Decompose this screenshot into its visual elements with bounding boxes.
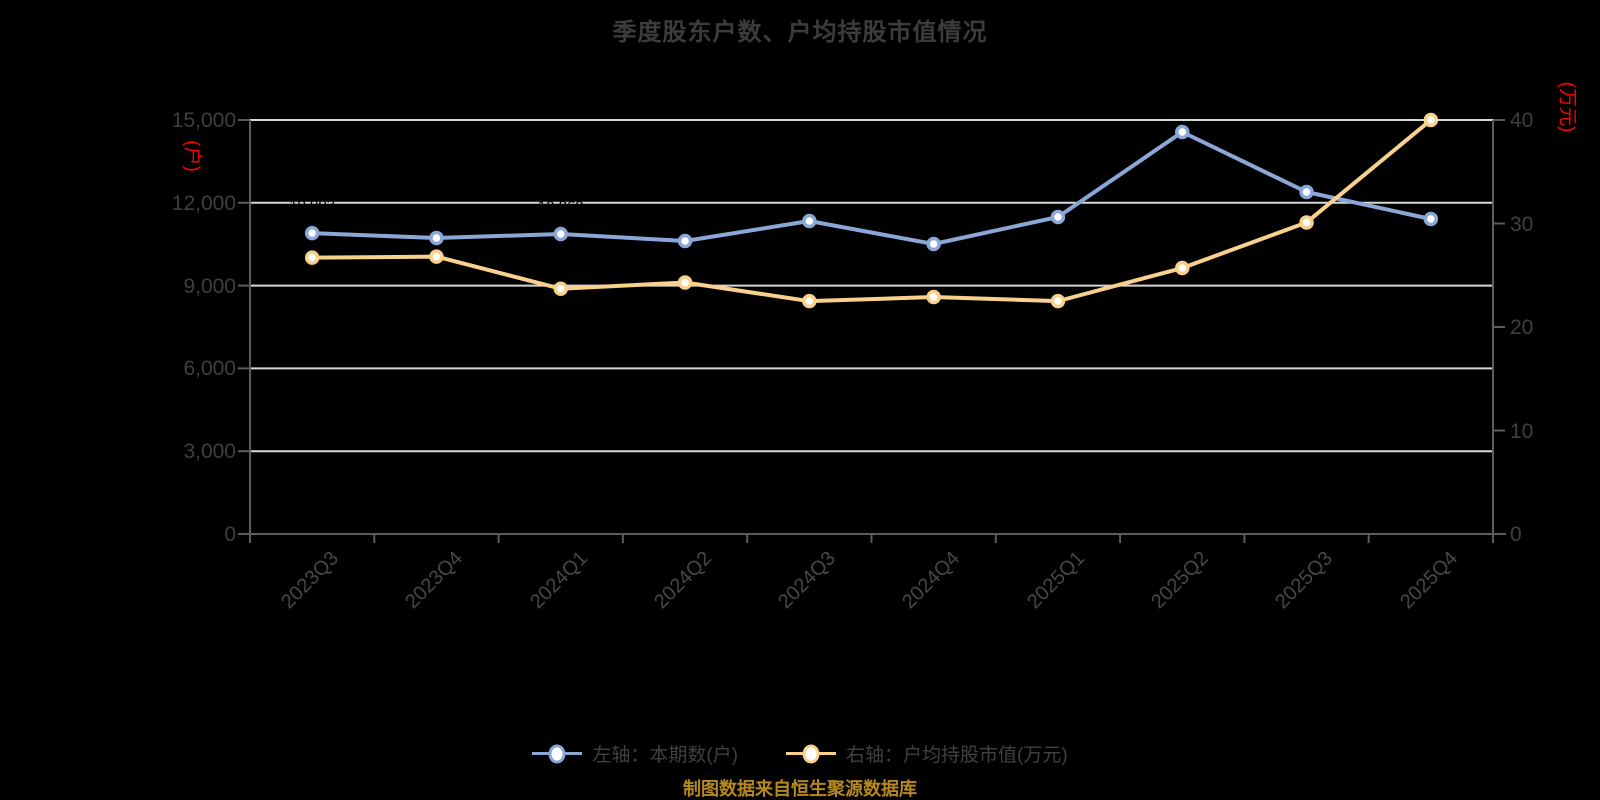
y2-axis-tick-label: 30 (1510, 212, 1534, 236)
legend-label-avg-holding-value: 右轴：户均持股市值(万元) (846, 745, 1068, 766)
data-point[interactable] (1175, 124, 1190, 140)
y2-axis-tick-label: 0 (1510, 523, 1522, 546)
legend-label-shareholder-count: 左轴：本期数(户) (592, 745, 738, 766)
y2-axis-tick-label: 10 (1510, 419, 1534, 443)
data-point[interactable] (553, 226, 568, 242)
data-point[interactable] (926, 289, 941, 305)
data-point[interactable] (926, 236, 941, 252)
data-point[interactable] (677, 233, 693, 249)
data-point[interactable] (429, 249, 444, 264)
legend-item-shareholder-count[interactable]: 左轴：本期数(户) (532, 740, 738, 767)
data-label: 12,391 (1284, 156, 1330, 173)
data-point[interactable] (553, 281, 568, 296)
data-point[interactable] (1050, 209, 1066, 225)
data-label: 11,413 (1408, 183, 1453, 200)
data-point[interactable] (304, 250, 320, 265)
data-point[interactable] (802, 293, 817, 309)
data-point[interactable] (1050, 293, 1066, 309)
data-point[interactable] (802, 213, 817, 229)
data-label: 11,340 (787, 185, 832, 202)
data-point[interactable] (429, 230, 444, 246)
data-point[interactable] (1299, 215, 1314, 230)
data-point[interactable] (1423, 211, 1439, 227)
data-label: 10,507 (911, 208, 957, 225)
data-point[interactable] (1299, 184, 1314, 200)
data-label: 14,565 (1159, 96, 1205, 113)
data-label: 10,903 (289, 197, 335, 214)
data-label: 10,869 (538, 198, 584, 215)
y-axis-tick-label: 12,000 (171, 191, 236, 215)
legend-item-avg-holding-value[interactable]: 右轴：户均持股市值(万元) (786, 740, 1068, 767)
data-point[interactable] (304, 225, 320, 241)
data-point[interactable] (1423, 112, 1439, 128)
y-axis-tick-label: 0 (224, 523, 236, 546)
chart-title: 季度股东户数、户均持股市值情况 (612, 19, 988, 46)
data-point[interactable] (1175, 260, 1190, 276)
data-point[interactable] (677, 275, 693, 290)
y-axis-tick-label: 3,000 (183, 440, 236, 464)
y-axis-tick-label: 9,000 (183, 274, 236, 298)
data-label: 10,615 (662, 205, 708, 222)
series-line (312, 118, 1433, 304)
y-axis-tick-label: 15,000 (171, 109, 236, 132)
data-label: 11,486 (1036, 181, 1081, 198)
y2-axis-tick-label: 20 (1510, 316, 1534, 339)
series-line (312, 130, 1432, 247)
data-source-note: 制图数据来自恒生聚源数据库 (683, 779, 917, 799)
legend-marker-blue-icon (532, 744, 583, 764)
y-axis-tick-label: 6,000 (183, 357, 236, 381)
data-label: 10,724 (414, 202, 460, 219)
legend-marker-yellow-icon (786, 744, 836, 764)
legend: 左轴：本期数(户) 右轴：户均持股市值(万元) (0, 740, 1600, 767)
y2-axis-tick-label: 40 (1510, 109, 1534, 132)
